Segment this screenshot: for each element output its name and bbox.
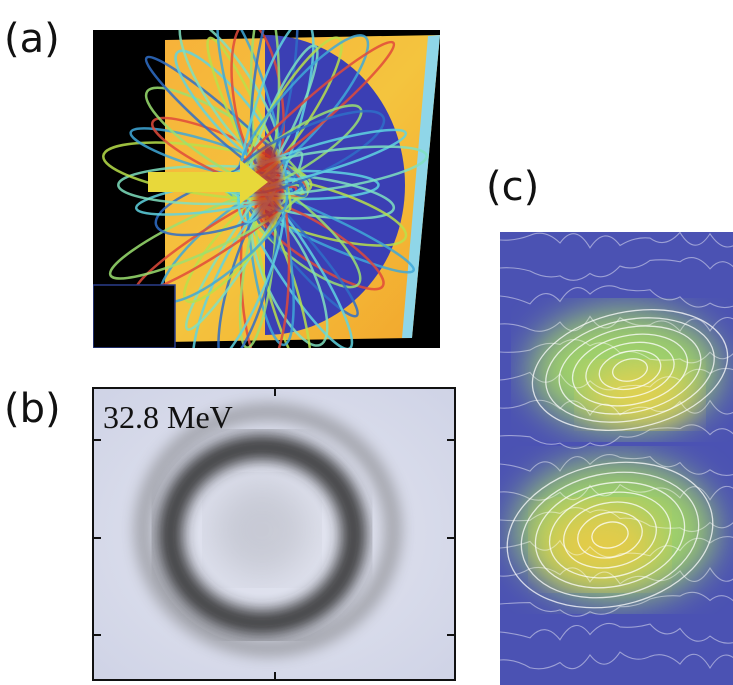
core <box>212 482 312 578</box>
panel-label: (b) <box>4 386 61 432</box>
panel-label: (c) <box>486 164 539 210</box>
energy-annotation: 32.8 MeV <box>103 399 233 435</box>
arrow-shaft <box>148 172 243 192</box>
inset-box <box>93 285 175 348</box>
panel-label: (a) <box>4 16 60 62</box>
panel-c-image <box>494 232 733 685</box>
figure: (a) (b) (c) 32.8 MeV <box>0 0 733 685</box>
panel-a-image <box>93 0 440 383</box>
background <box>500 232 733 685</box>
